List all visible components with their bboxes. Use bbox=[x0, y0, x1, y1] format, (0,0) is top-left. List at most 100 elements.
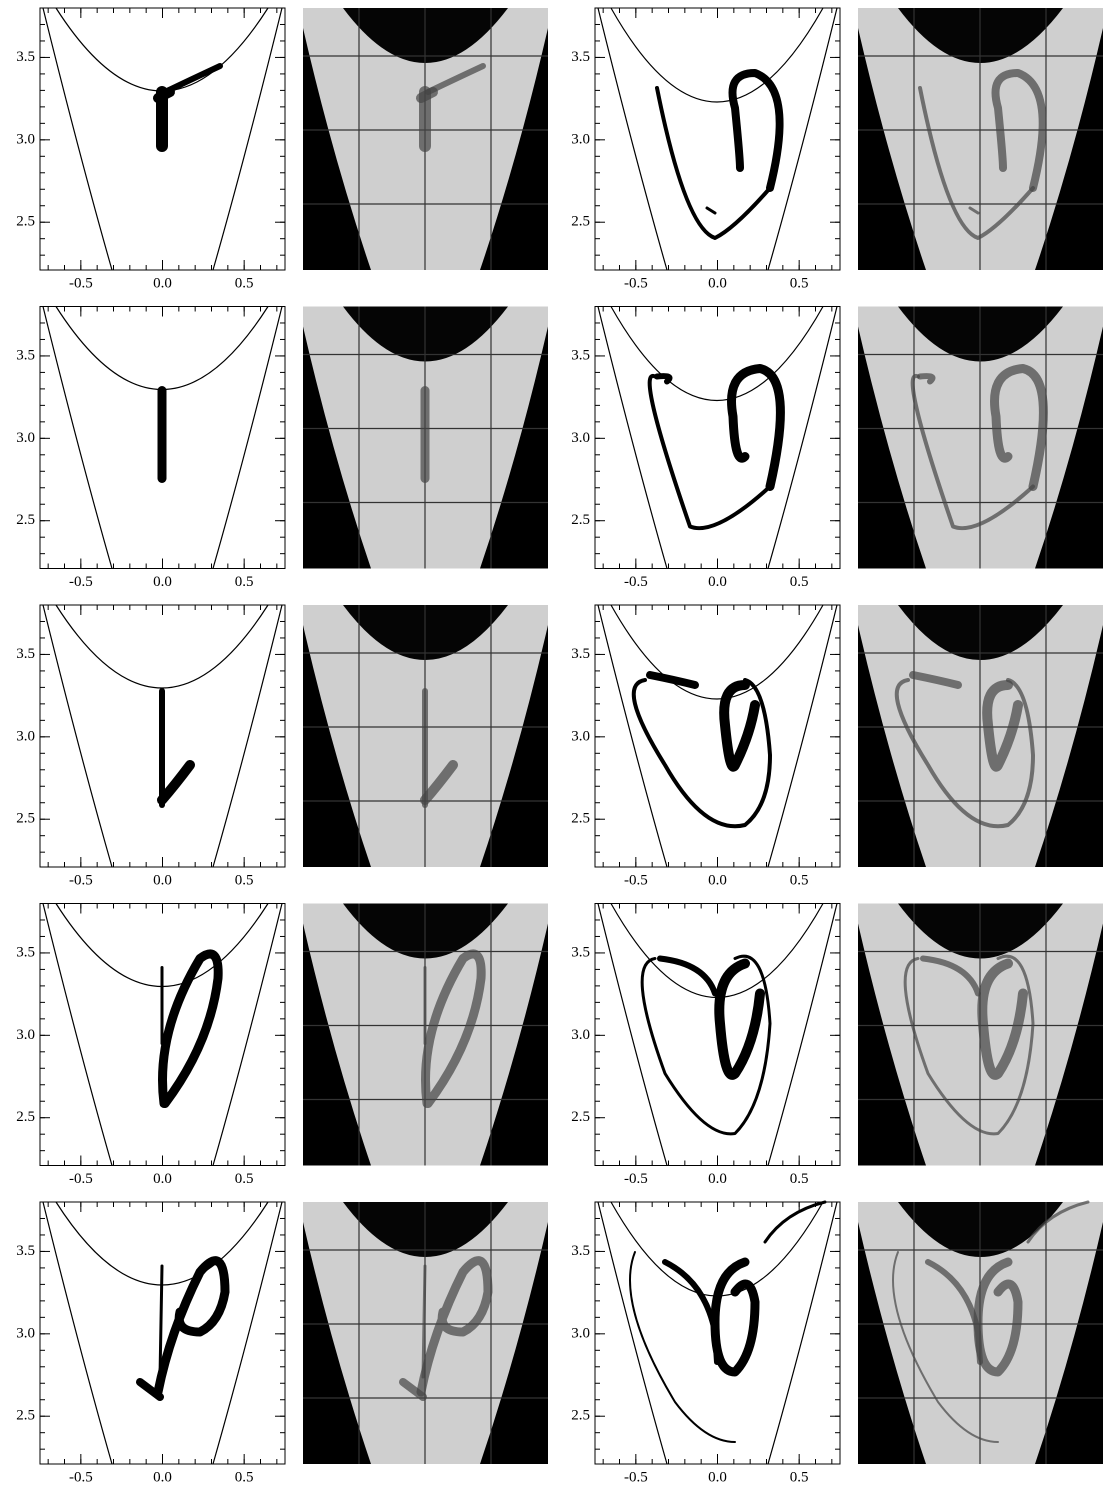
channel-top bbox=[610, 7, 824, 103]
y-tick-label: 3.0 bbox=[571, 1325, 590, 1341]
x-tick-label: 0.5 bbox=[790, 275, 809, 291]
photo-left-wall bbox=[303, 1222, 371, 1464]
photo-left-wall bbox=[858, 625, 926, 867]
y-tick-label: 2.5 bbox=[571, 512, 590, 528]
photo-left-wall bbox=[303, 923, 371, 1166]
x-tick-label: 0.0 bbox=[153, 1469, 172, 1485]
y-tick-label: 3.0 bbox=[571, 131, 590, 147]
y-tick-label: 2.5 bbox=[16, 1109, 35, 1125]
dye-streak bbox=[917, 373, 936, 385]
dye-streak bbox=[918, 86, 1035, 240]
photo-left-wall bbox=[858, 923, 926, 1166]
channel-right-wall bbox=[767, 604, 838, 868]
y-tick-label: 2.5 bbox=[16, 214, 35, 230]
dye-streak bbox=[990, 364, 1048, 491]
particle-cloud bbox=[763, 1200, 827, 1244]
dye-streak bbox=[910, 373, 1035, 531]
photo-panel bbox=[858, 8, 1103, 270]
dye-streak bbox=[920, 955, 981, 997]
dye-streak bbox=[903, 954, 1035, 1136]
y-tick-label: 3.0 bbox=[571, 430, 590, 446]
photo-panel bbox=[303, 903, 548, 1166]
channel-left-wall bbox=[597, 1201, 668, 1465]
particle-cloud bbox=[654, 373, 673, 385]
dye-streak bbox=[421, 1264, 427, 1379]
x-tick-label: 0.5 bbox=[235, 1469, 254, 1485]
y-tick-label: 3.5 bbox=[16, 944, 35, 960]
dye-streak bbox=[982, 680, 1023, 772]
particle-cloud bbox=[657, 955, 718, 997]
photo-right-wall bbox=[1035, 625, 1103, 867]
y-tick-label: 3.5 bbox=[16, 646, 35, 662]
photo-right-wall bbox=[1035, 923, 1103, 1166]
y-tick-label: 3.0 bbox=[16, 131, 35, 147]
y-tick-label: 3.0 bbox=[571, 728, 590, 744]
x-tick-label: -0.5 bbox=[69, 574, 93, 590]
x-tick-label: 0.0 bbox=[708, 1171, 727, 1187]
photo-left-wall bbox=[858, 28, 926, 270]
channel-top bbox=[55, 306, 269, 390]
channel-right-wall bbox=[212, 306, 283, 569]
photo-panel bbox=[858, 306, 1103, 569]
plot-panel: -0.5 0.0 0.5 2.5 3.0 3.5 bbox=[571, 1200, 841, 1485]
dye-streak bbox=[416, 87, 438, 103]
y-tick-label: 3.5 bbox=[16, 1243, 35, 1259]
dye-streak bbox=[894, 678, 1035, 829]
y-tick-label: 3.0 bbox=[16, 1027, 35, 1043]
particle-cloud bbox=[153, 87, 175, 103]
channel-left-wall bbox=[42, 604, 113, 868]
photo-left-wall bbox=[858, 326, 926, 569]
photo-panel bbox=[303, 8, 548, 270]
y-tick-label: 3.5 bbox=[571, 347, 590, 363]
dye-streak bbox=[420, 760, 458, 805]
x-tick-label: 0.5 bbox=[235, 1171, 254, 1187]
x-tick-label: -0.5 bbox=[624, 275, 648, 291]
channel-left-wall bbox=[42, 7, 113, 271]
dye-streak bbox=[977, 958, 1028, 1080]
dye-streak bbox=[909, 671, 962, 689]
x-tick-label: 0.5 bbox=[790, 574, 809, 590]
channel-left-wall bbox=[42, 1201, 113, 1465]
photo-right-wall bbox=[480, 625, 548, 867]
x-tick-label: 0.0 bbox=[708, 872, 727, 888]
channel-top bbox=[55, 604, 269, 689]
particle-cloud bbox=[153, 1256, 230, 1397]
channel-right-wall bbox=[212, 604, 283, 868]
channel-right-wall bbox=[767, 306, 838, 569]
photo-left-wall bbox=[303, 625, 371, 867]
plot-panel: -0.5 0.0 0.5 2.5 3.0 3.5 bbox=[571, 604, 841, 888]
plot-panel: -0.5 0.0 0.5 2.5 3.0 3.5 bbox=[16, 1201, 286, 1485]
photo-panel bbox=[303, 306, 548, 569]
x-tick-label: -0.5 bbox=[69, 872, 93, 888]
y-tick-label: 2.5 bbox=[16, 1408, 35, 1424]
channel-right-wall bbox=[212, 7, 283, 271]
x-tick-label: -0.5 bbox=[624, 574, 648, 590]
dye-streak bbox=[416, 1256, 493, 1397]
x-tick-label: -0.5 bbox=[69, 275, 93, 291]
photo-right-wall bbox=[480, 923, 548, 1166]
particle-cloud bbox=[728, 69, 784, 192]
channel-left-wall bbox=[597, 903, 668, 1166]
dye-streak bbox=[1026, 1200, 1090, 1244]
channel-left-wall bbox=[597, 7, 668, 271]
photo-left-wall bbox=[303, 326, 371, 569]
y-tick-label: 3.5 bbox=[571, 49, 590, 65]
photo-right-wall bbox=[480, 326, 548, 569]
channel-top bbox=[610, 306, 824, 401]
x-tick-label: 0.0 bbox=[153, 574, 172, 590]
channel-right-wall bbox=[767, 903, 838, 1166]
channel-top bbox=[55, 7, 269, 92]
plot-panel: -0.5 0.0 0.5 2.5 3.0 3.5 bbox=[571, 7, 841, 291]
photo-right-wall bbox=[480, 1222, 548, 1464]
particle-cloud bbox=[705, 206, 717, 215]
x-tick-label: 0.0 bbox=[153, 1171, 172, 1187]
x-tick-label: 0.5 bbox=[790, 872, 809, 888]
y-tick-label: 3.0 bbox=[16, 728, 35, 744]
photo-left-wall bbox=[858, 1222, 926, 1464]
particle-cloud bbox=[158, 1264, 164, 1379]
x-tick-label: 0.0 bbox=[153, 275, 172, 291]
y-tick-label: 2.5 bbox=[571, 1408, 590, 1424]
channel-right-wall bbox=[767, 7, 838, 271]
channel-left-wall bbox=[597, 306, 668, 569]
particle-cloud bbox=[162, 63, 223, 95]
